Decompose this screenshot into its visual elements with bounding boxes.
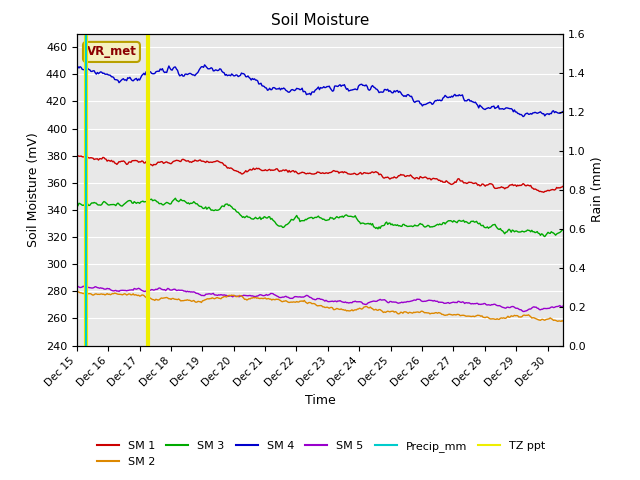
Y-axis label: Rain (mm): Rain (mm) xyxy=(591,157,604,222)
Text: VR_met: VR_met xyxy=(86,46,136,59)
Legend: SM 1, SM 2, SM 3, SM 4, SM 5, Precip_mm, TZ ppt: SM 1, SM 2, SM 3, SM 4, SM 5, Precip_mm,… xyxy=(92,437,550,471)
Title: Soil Moisture: Soil Moisture xyxy=(271,13,369,28)
X-axis label: Time: Time xyxy=(305,394,335,407)
Y-axis label: Soil Moisture (mV): Soil Moisture (mV) xyxy=(28,132,40,247)
